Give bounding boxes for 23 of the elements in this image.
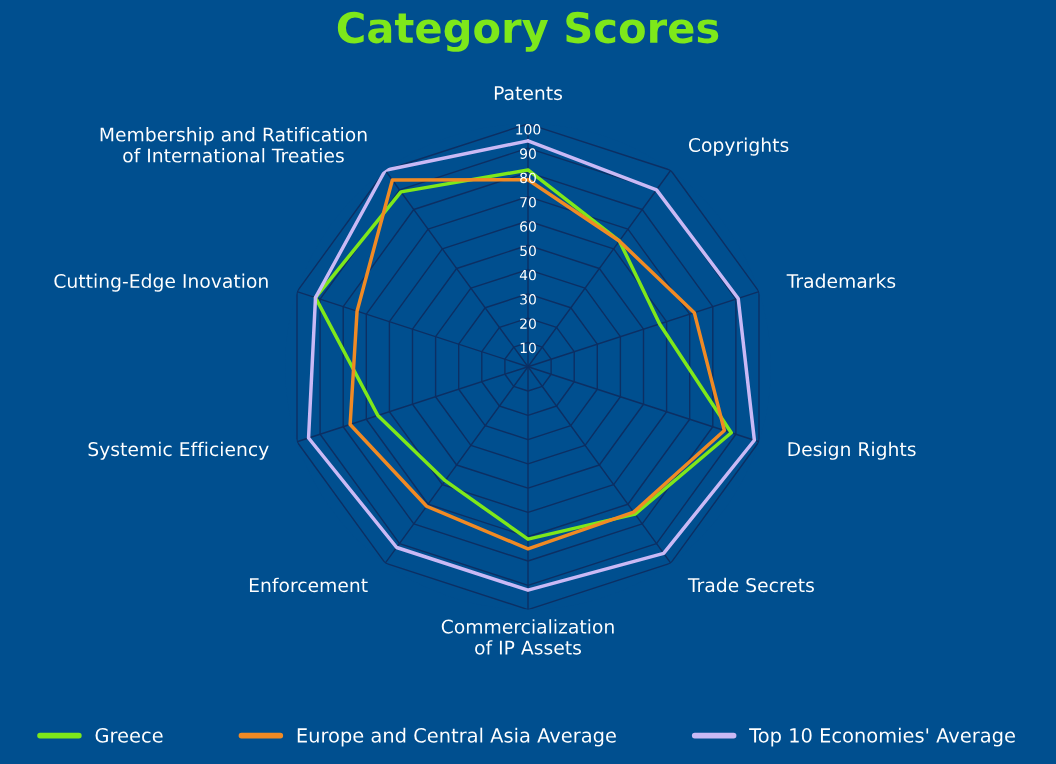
spoke-label: Enforcement [249, 577, 368, 593]
spoke-label: Systemic Efficiency [88, 441, 269, 460]
y-tick-label: 30 [520, 294, 536, 305]
legend-label: Top 10 Economies' Average [749, 727, 1015, 747]
spoke-label: Trademarks [786, 273, 896, 289]
y-tick-label: 60 [520, 221, 536, 232]
y-tick-label: 70 [520, 196, 536, 208]
legend-label: Greece [95, 728, 163, 743]
y-tick-label: 90 [520, 148, 536, 159]
y-tick-label: 20 [520, 318, 536, 329]
spoke-label: Copyrights [688, 137, 789, 156]
spoke-label: Commercialization of IP Assets [441, 619, 614, 655]
chart-title: Category Scores [337, 11, 719, 52]
y-tick-label: 10 [520, 342, 536, 354]
y-tick-label: 50 [520, 245, 536, 257]
spoke-label: Trade Secrets [687, 577, 814, 593]
legend-label: Europe and Central Asia Average [297, 727, 616, 747]
y-tick-label: 100 [516, 124, 541, 135]
spoke-label: Patents [494, 86, 563, 101]
spoke-label: Design Rights [788, 441, 916, 460]
spoke-label: Cutting-Edge Inovation [54, 273, 268, 292]
spoke-label: Membership and Ratification of International Treaties [100, 127, 367, 163]
y-tick-label: 40 [519, 269, 536, 281]
